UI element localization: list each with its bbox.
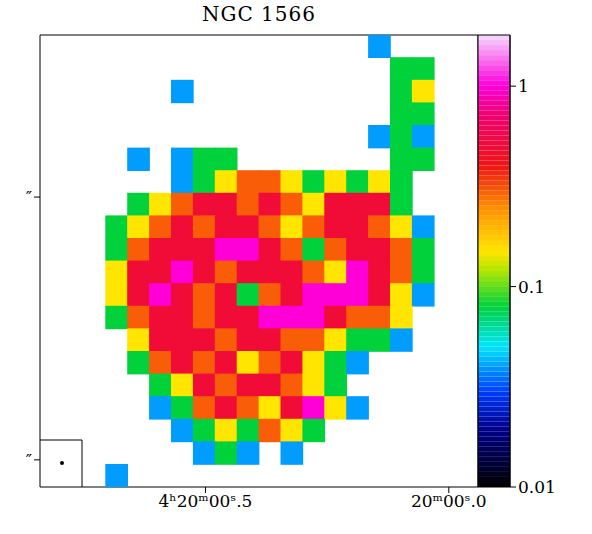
svg-text:4ʰ20ᵐ00ˢ.5: 4ʰ20ᵐ00ˢ.5: [159, 491, 253, 511]
svg-text:1: 1: [518, 76, 529, 96]
svg-text:″: ″: [26, 187, 32, 207]
svg-text:″: ″: [26, 450, 32, 470]
svg-text:20ᵐ00ˢ.0: 20ᵐ00ˢ.0: [411, 491, 487, 511]
svg-text:0.1: 0.1: [518, 277, 545, 297]
svg-text:0.01: 0.01: [518, 477, 556, 497]
html-text:NGC 1566: NGC 1566: [202, 2, 316, 26]
